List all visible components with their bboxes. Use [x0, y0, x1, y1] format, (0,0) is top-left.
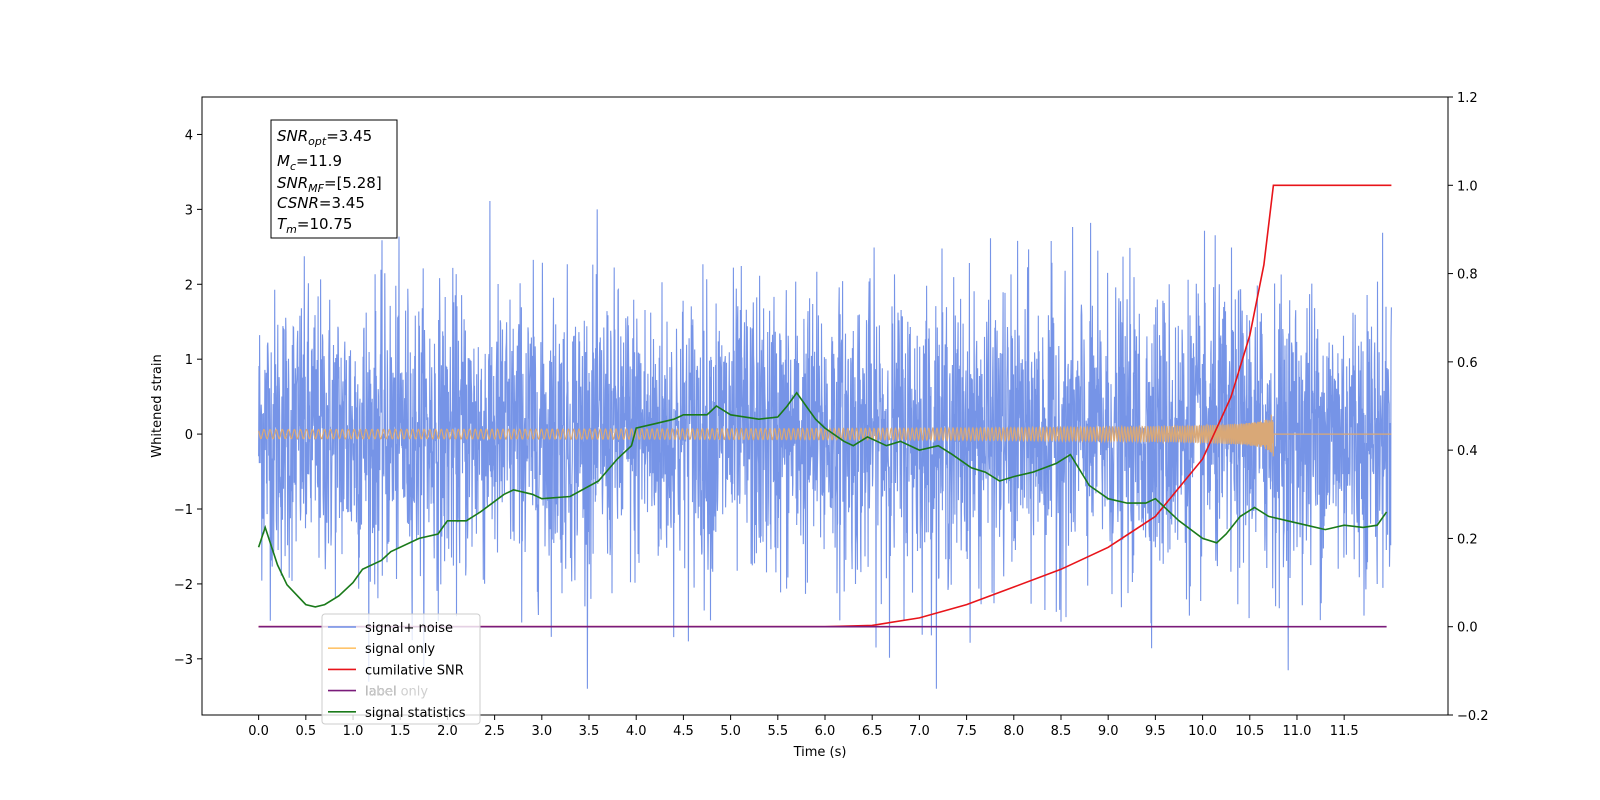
y2-axis-ticks: −0.2 0.0 0.2 0.4 0.6 0.8 1.0 1.2 — [1448, 91, 1489, 724]
y-tick-label: −2 — [174, 578, 193, 593]
y-tick-label: 2 — [185, 278, 193, 293]
y-tick-label: 4 — [185, 128, 193, 143]
series-signal-plus-noise-line — [258, 200, 1392, 689]
y-axis-ticks: −3 −2 −1 0 1 2 3 4 — [174, 128, 202, 668]
x-tick-label: 4.5 — [673, 724, 694, 739]
x-tick-label: 1.5 — [390, 724, 411, 739]
series-signal-only-line — [258, 414, 1392, 457]
series-signal-only — [258, 414, 1392, 457]
legend-label: label — [365, 685, 396, 700]
x-tick-label: 5.0 — [720, 724, 741, 739]
x-tick-label: 2.5 — [484, 724, 505, 739]
annotation-csnr: CSNR=3.45 — [277, 194, 365, 212]
x-axis-label: Time (s) — [793, 745, 847, 760]
legend-label: signal statistics — [365, 706, 466, 721]
annotation-snr-mf: SNRMF=[5.28] — [277, 174, 382, 195]
legend-ghost-text: label only — [365, 685, 428, 700]
x-tick-label: 1.0 — [343, 724, 364, 739]
series-signal-statistics-line — [257, 391, 1388, 608]
y-tick-label: 0 — [185, 428, 193, 443]
y-tick-label: 1 — [185, 353, 193, 368]
legend-frame — [321, 613, 481, 725]
x-tick-label: 8.0 — [1003, 724, 1024, 739]
x-tick-label: 9.0 — [1098, 724, 1119, 739]
x-tick-label: 11.0 — [1282, 724, 1311, 739]
x-tick-label: 0.5 — [295, 724, 316, 739]
legend-label: signal+ noise — [365, 621, 453, 636]
annotation-mc: Mc=11.9 — [277, 152, 342, 173]
x-tick-label: 7.5 — [956, 724, 977, 739]
annotation-frame — [270, 119, 398, 239]
x-tick-label: 9.5 — [1145, 724, 1166, 739]
y2-tick-label: 0.2 — [1457, 532, 1478, 547]
annotation-snr-opt: SNRopt=3.45 — [277, 127, 372, 148]
series-signal-plus-noise — [258, 200, 1392, 689]
x-tick-label: 0.0 — [248, 724, 269, 739]
y-tick-label: −3 — [174, 653, 193, 668]
x-tick-label: 4.0 — [626, 724, 647, 739]
x-tick-label: 2.0 — [437, 724, 458, 739]
y2-tick-label: 0.6 — [1457, 356, 1478, 371]
y2-tick-label: 1.2 — [1457, 91, 1478, 106]
y-axis-label: Whitened strain — [150, 354, 165, 457]
legend-label: cumilative SNR — [365, 663, 464, 678]
x-tick-label: 10.0 — [1188, 724, 1217, 739]
x-tick-label: 11.5 — [1330, 724, 1359, 739]
y2-tick-label: 0.8 — [1457, 268, 1478, 283]
y2-tick-label: −0.2 — [1457, 709, 1489, 724]
x-tick-label: 6.0 — [815, 724, 836, 739]
x-tick-label: 5.5 — [767, 724, 788, 739]
annotation-tm: Tm=10.75 — [277, 215, 352, 236]
x-axis-ticks: 0.0 0.5 1.0 1.5 2.0 2.5 3.0 3.5 4.0 4.5 5.0 5.5 6.0 6… — [248, 715, 1359, 739]
y2-tick-label: 0.4 — [1457, 444, 1478, 459]
series-cumilative-snr-line — [258, 184, 1392, 628]
legend-label: signal only — [365, 642, 435, 657]
y-tick-label: 3 — [185, 203, 193, 218]
annotation-box: SNRopt=3.45 Mc=11.9 SNRMF=[5.28] CSNR=3.… — [270, 119, 398, 239]
y2-tick-label: 1.0 — [1457, 179, 1478, 194]
x-tick-label: 7.0 — [909, 724, 930, 739]
y2-tick-label: 0.0 — [1457, 621, 1478, 636]
legend: signal+ noise signal only cumilative SNR la… — [321, 613, 481, 725]
x-tick-label: 10.5 — [1235, 724, 1264, 739]
x-tick-label: 3.5 — [579, 724, 600, 739]
x-tick-label: 3.0 — [531, 724, 552, 739]
x-tick-label: 6.5 — [862, 724, 883, 739]
x-tick-label: 8.5 — [1051, 724, 1072, 739]
y-tick-label: −1 — [174, 503, 193, 518]
